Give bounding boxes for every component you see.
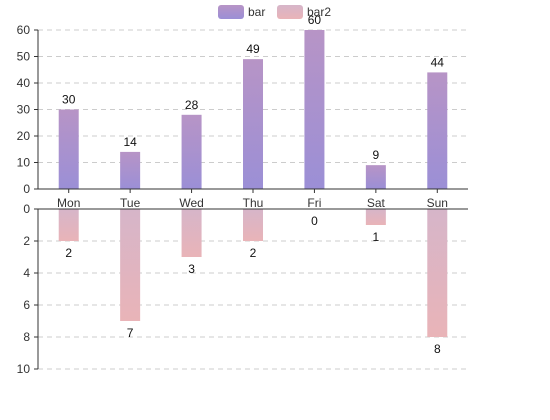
x-tick-label-sat: Sat bbox=[367, 196, 386, 210]
bottom-y-tick-label: 4 bbox=[23, 266, 30, 280]
top-y-tick-label: 10 bbox=[17, 156, 31, 170]
legend-swatch-bar2 bbox=[277, 5, 303, 19]
bar2-series-bar[interactable] bbox=[427, 209, 448, 337]
bottom-y-tick-label: 6 bbox=[23, 298, 30, 312]
bar-series-data-label: 9 bbox=[373, 148, 380, 162]
bar-series-data-label: 28 bbox=[185, 98, 199, 112]
bar2-series-data-label: 7 bbox=[127, 326, 134, 340]
bar2-series-data-label: 8 bbox=[434, 342, 441, 356]
bar-series-data-label: 14 bbox=[123, 135, 137, 149]
bar-series-bar[interactable] bbox=[365, 165, 386, 189]
x-tick-label-tue: Tue bbox=[120, 196, 141, 210]
bar-series-bar[interactable] bbox=[58, 109, 79, 190]
bar-series-data-label: 30 bbox=[62, 93, 76, 107]
x-tick-label-fri: Fri bbox=[307, 196, 321, 210]
bar2-series-bar[interactable] bbox=[120, 209, 141, 321]
top-y-tick-label: 50 bbox=[17, 50, 31, 64]
top-y-tick-label: 20 bbox=[17, 129, 31, 143]
top-y-tick-label: 30 bbox=[17, 103, 31, 117]
bottom-y-tick-label: 2 bbox=[23, 234, 30, 248]
top-y-tick-label: 60 bbox=[17, 23, 31, 37]
bar-series-bar[interactable] bbox=[427, 72, 448, 189]
bar2-series-bar[interactable] bbox=[181, 209, 202, 257]
legend-swatch-bar bbox=[218, 5, 244, 19]
legend-item-bar[interactable]: bar bbox=[218, 5, 265, 19]
top-y-tick-label: 0 bbox=[23, 182, 30, 196]
bar-series-bar[interactable] bbox=[181, 114, 202, 189]
x-tick-label-wed: Wed bbox=[179, 196, 203, 210]
bottom-y-tick-label: 8 bbox=[23, 330, 30, 344]
bar2-series-bar[interactable] bbox=[58, 209, 79, 241]
bottom-y-tick-label: 10 bbox=[17, 362, 31, 376]
legend-label-bar2: bar2 bbox=[307, 5, 331, 19]
bar2-series-data-label: 0 bbox=[311, 214, 318, 228]
bar2-series-bar[interactable] bbox=[365, 209, 386, 225]
legend-label-bar: bar bbox=[248, 5, 265, 19]
bar2-series-bar[interactable] bbox=[243, 209, 263, 241]
x-tick-label-sun: Sun bbox=[427, 196, 448, 210]
top-y-tick-label: 40 bbox=[17, 76, 31, 90]
bar2-series-data-label: 1 bbox=[373, 230, 380, 244]
bar-series-data-label: 60 bbox=[308, 13, 322, 27]
bar-series-bar[interactable] bbox=[243, 59, 263, 190]
bar-series-data-label: 44 bbox=[431, 55, 445, 69]
legend-item-bar2[interactable]: bar2 bbox=[277, 5, 331, 19]
bar2-series-group: 2 7 3 2 0 1 8 bbox=[58, 209, 448, 356]
bar-series-bar[interactable] bbox=[120, 151, 141, 189]
x-axis: Mon Tue Wed Thu Fri Sat Sun bbox=[57, 189, 448, 210]
bar2-series-data-label: 2 bbox=[65, 246, 72, 260]
bar2-series-data-label: 2 bbox=[250, 246, 257, 260]
bar2-series-data-label: 3 bbox=[188, 262, 195, 276]
bar-series-bar[interactable] bbox=[304, 30, 325, 189]
bottom-gridlines bbox=[38, 240, 468, 370]
bar-series-group: 30 14 28 49 60 9 44 bbox=[58, 13, 448, 190]
bottom-y-tick-label: 0 bbox=[23, 202, 30, 216]
x-tick-label-mon: Mon bbox=[57, 196, 80, 210]
x-tick-label-thu: Thu bbox=[243, 196, 264, 210]
chart-legend[interactable]: bar bar2 bbox=[218, 5, 331, 19]
bar-series-data-label: 49 bbox=[246, 42, 260, 56]
